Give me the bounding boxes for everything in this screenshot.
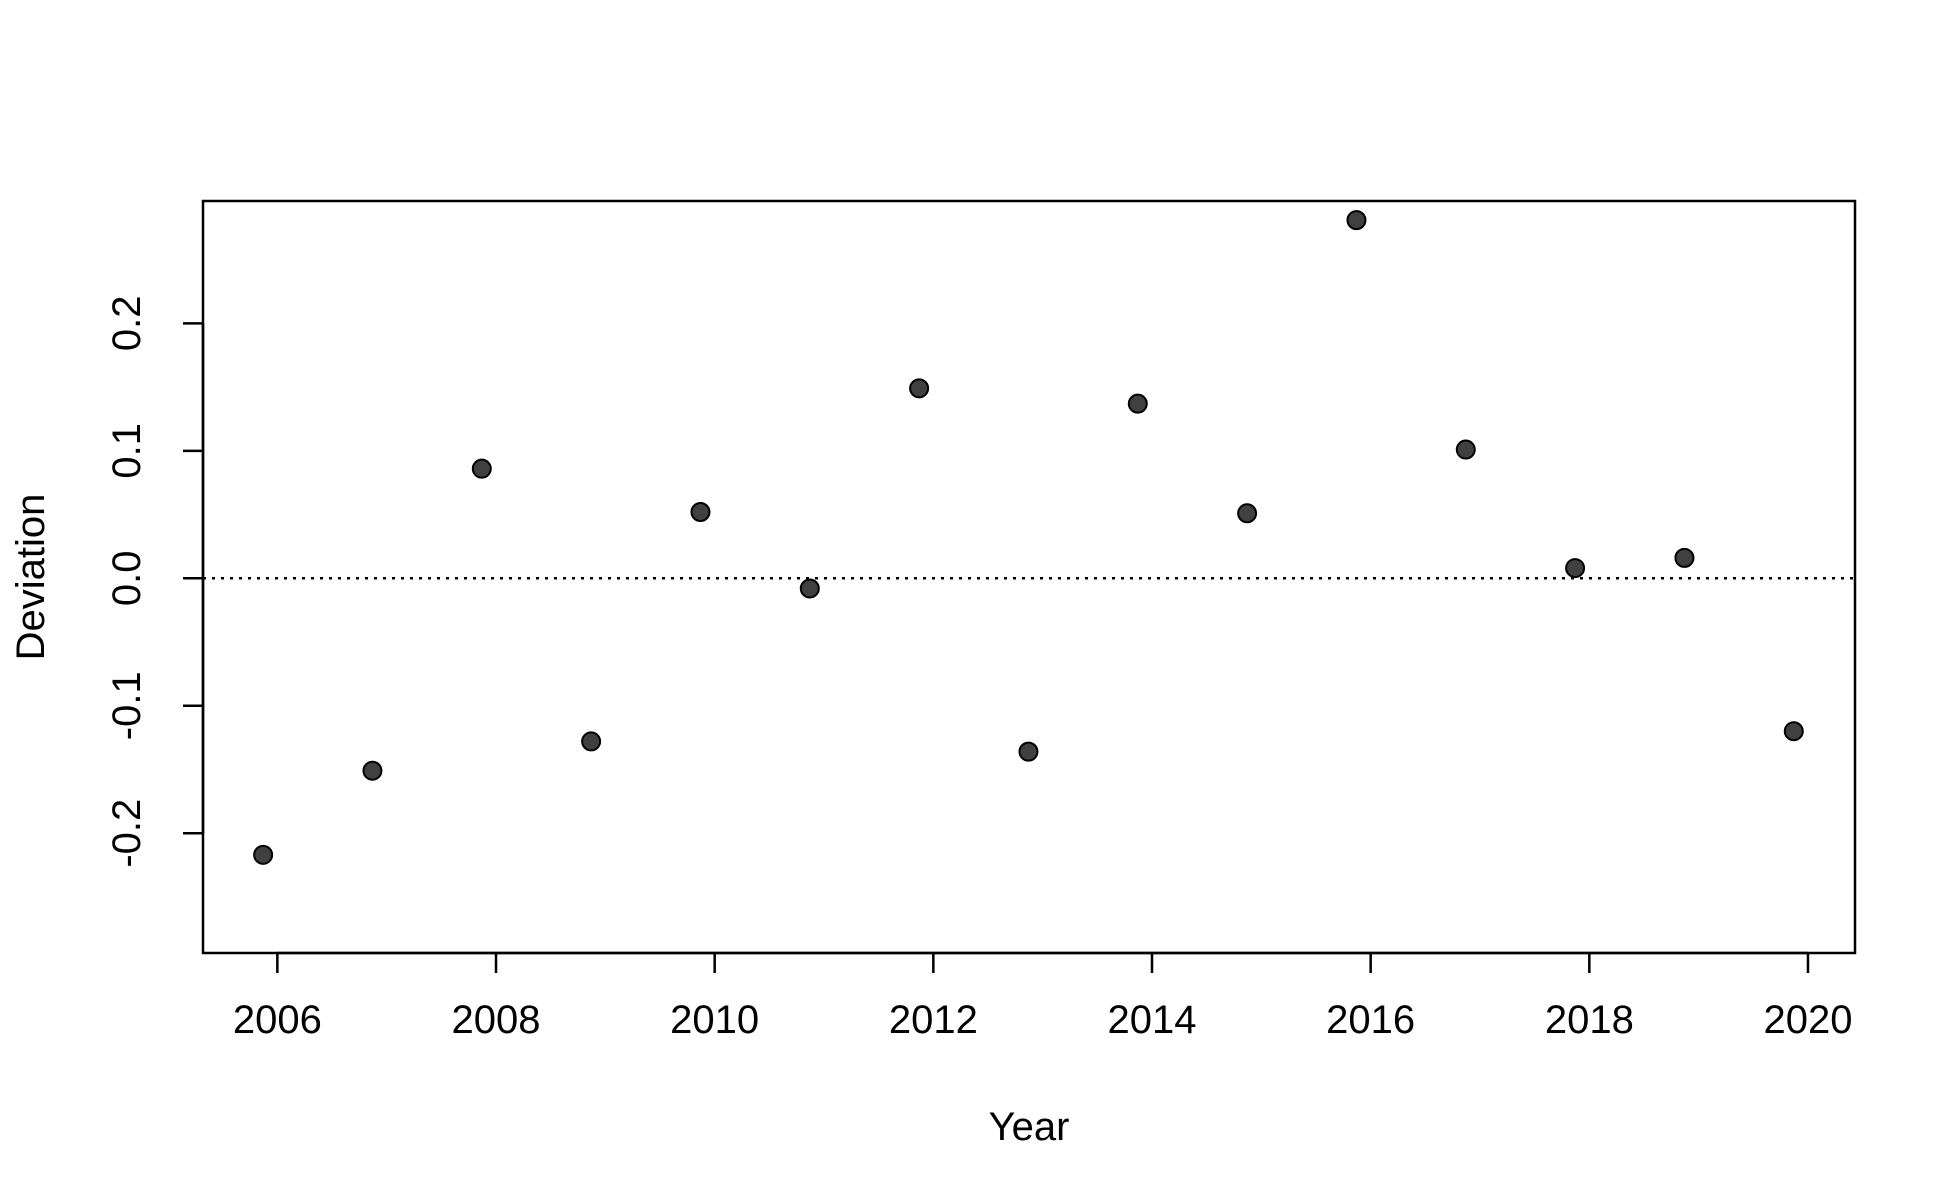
y-tick-label: -0.1 xyxy=(105,671,149,740)
x-tick-label: 2020 xyxy=(1763,998,1852,1042)
data-point xyxy=(362,760,383,781)
y-tick-label: 0.2 xyxy=(105,296,149,352)
x-tick-label: 2014 xyxy=(1108,998,1197,1042)
x-tick-label: 2012 xyxy=(889,998,978,1042)
x-axis-label: Year xyxy=(989,1105,1070,1149)
x-axis: 2006 2008 2010 2012 2014 2016 2018 2020 xyxy=(233,951,1852,1042)
data-point xyxy=(1565,558,1586,579)
data-point xyxy=(799,578,820,599)
y-tick-label: 0.1 xyxy=(105,423,149,479)
y-axis: -0.2 -0.1 0.0 0.1 0.2 xyxy=(105,296,205,868)
data-point xyxy=(1783,721,1804,742)
y-axis-label: Deviation xyxy=(9,494,53,661)
data-point xyxy=(1018,741,1039,762)
data-point xyxy=(1127,393,1148,414)
data-point xyxy=(581,731,602,752)
data-point xyxy=(1237,503,1258,524)
x-tick-label: 2016 xyxy=(1326,998,1415,1042)
data-points xyxy=(253,210,1804,865)
y-tick-label: 0.0 xyxy=(105,550,149,606)
data-point xyxy=(471,458,492,479)
x-tick-label: 2018 xyxy=(1545,998,1634,1042)
plot-frame xyxy=(201,199,1857,955)
x-tick-label: 2010 xyxy=(670,998,759,1042)
data-point xyxy=(1346,210,1367,231)
data-point xyxy=(253,844,274,865)
x-tick-label: 2006 xyxy=(233,998,322,1042)
data-point xyxy=(909,378,930,399)
y-tick-label: -0.2 xyxy=(105,799,149,868)
data-point xyxy=(690,501,711,522)
x-tick-label: 2008 xyxy=(452,998,541,1042)
data-point xyxy=(1674,547,1695,568)
data-point xyxy=(1455,439,1476,460)
